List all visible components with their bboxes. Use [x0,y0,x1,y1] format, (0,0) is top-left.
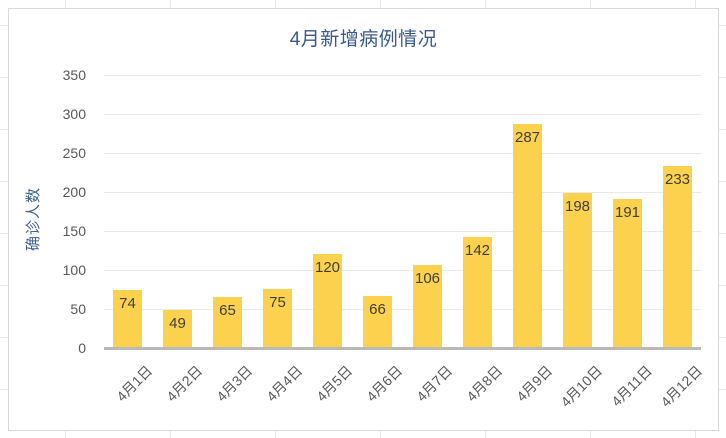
bar [663,165,692,348]
y-tick-label: 200 [62,183,86,200]
y-tick-label: 150 [62,222,86,239]
y-tick-label: 0 [78,340,86,356]
bar-value-label: 106 [414,270,441,288]
x-tick-label: 4月6日 [363,362,406,405]
bar-value-label: 66 [369,301,386,319]
bar-value-label: 198 [564,198,591,216]
x-tick-label: 4月11日 [608,362,656,410]
bar-value-label: 191 [614,203,641,221]
bar-value-label: 120 [314,259,341,277]
y-gridline [104,230,701,232]
plot-area: 0 50 100 150 200 250 300 350 74 4月1日 49 4月2日 65 4月3日 7… [9,9,718,430]
bar-value-label: 65 [219,302,236,320]
bar-value-label: 75 [269,294,286,312]
bar-value-label: 142 [464,242,491,259]
chart-title: 4月新增病例情况 [289,29,438,50]
y-tick-label: 250 [62,144,86,161]
x-tick-label: 4月7日 [413,362,456,405]
x-tick-label: 4月1日 [113,362,156,405]
bar-value-label: 287 [514,128,541,146]
bar [263,289,292,348]
bar [213,297,242,348]
y-tick-label: 350 [62,66,86,83]
bar [563,193,592,348]
x-tick-label: 4月8日 [463,362,506,405]
x-tick-label: 4月12日 [657,362,706,411]
x-tick-label: 4月10日 [557,362,606,411]
y-tick-label: 50 [70,300,86,317]
x-tick-label: 4月2日 [163,362,206,405]
y-tick-label: 300 [62,105,86,122]
x-tick-label: 4月9日 [513,362,556,405]
bar [163,309,192,348]
bar-value-label: 233 [664,170,691,188]
bar-value-label: 49 [169,314,186,332]
x-axis-line [104,346,701,350]
y-gridline [104,269,701,271]
y-gridline [104,308,701,310]
bar [613,198,642,348]
bar [463,237,492,348]
bar [363,296,392,348]
y-gridline [104,152,701,154]
bar [513,123,542,348]
y-gridline [104,113,701,115]
bar-value-label: 74 [119,295,136,313]
y-gridline [104,191,701,193]
x-tick-label: 4月4日 [263,362,306,405]
x-tick-label: 4月3日 [213,362,256,405]
bar [113,290,142,348]
x-tick-label: 4月5日 [313,362,356,405]
y-tick-label: 100 [62,261,86,278]
chart-area[interactable]: 4月新增病例情况 确诊人数 0 50 100 150 200 250 300 350 74 4月1… [8,8,719,431]
y-gridline [104,74,701,76]
bar [413,265,442,348]
bar [313,254,342,348]
